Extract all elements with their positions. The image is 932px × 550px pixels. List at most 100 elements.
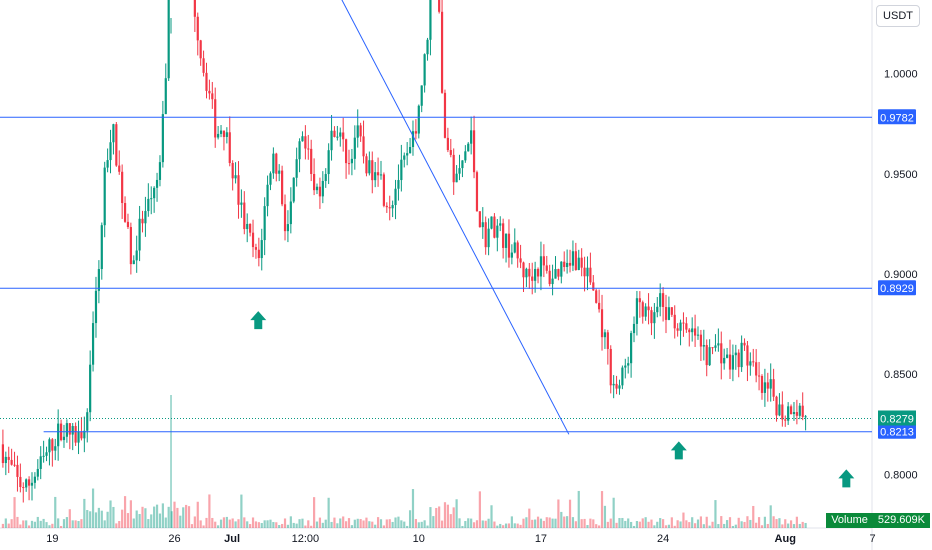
candle-body	[68, 423, 71, 435]
candle-body	[455, 173, 458, 183]
volume-bar	[467, 518, 470, 528]
candle-body	[577, 257, 580, 270]
candle-body	[714, 345, 717, 348]
candle-body	[615, 383, 618, 389]
arrow-up-icon	[838, 469, 855, 488]
x-tick-label: 7	[869, 533, 875, 545]
candle-body	[490, 216, 493, 229]
volume-bar	[376, 517, 380, 528]
volume-bar	[484, 520, 487, 528]
volume-bar	[792, 524, 796, 528]
volume-bar	[205, 517, 208, 528]
volume-bar	[691, 517, 694, 528]
candle-body	[641, 302, 644, 317]
volume-bar	[327, 497, 330, 528]
volume-bar	[682, 512, 685, 528]
candle-body	[563, 261, 566, 268]
volume-bar	[187, 506, 191, 528]
candle-body	[83, 430, 86, 439]
volume-bar	[324, 519, 327, 528]
candle-body	[493, 216, 496, 238]
volume-bar	[446, 504, 449, 528]
volume-bar	[362, 520, 365, 528]
volume-bar	[775, 519, 778, 528]
candle-body	[199, 40, 202, 59]
candle-body	[574, 251, 577, 270]
volume-bar	[51, 523, 54, 528]
candle-body	[426, 39, 429, 55]
volume-bar	[731, 525, 734, 528]
volume-bar	[516, 523, 519, 528]
candle-body	[45, 452, 48, 456]
candle-body	[400, 159, 403, 181]
candle-body	[673, 314, 676, 329]
volume-bar	[225, 516, 228, 528]
volume-bar	[679, 521, 682, 528]
candle-body	[516, 242, 519, 259]
volume-bar	[394, 517, 397, 528]
candle-body	[725, 354, 729, 358]
currency-selector-button[interactable]: USDT	[876, 5, 920, 27]
volume-bar	[499, 523, 502, 528]
candle-body	[222, 130, 226, 137]
candle-body	[775, 396, 778, 416]
volume-bar	[798, 523, 801, 528]
candle-body	[353, 137, 356, 159]
volume-bar	[333, 517, 336, 528]
candle-body	[109, 142, 112, 161]
candle-body	[281, 170, 284, 205]
volume-bar	[126, 513, 130, 528]
y-tick-label: 0.9000	[884, 269, 918, 281]
volume-bar	[86, 510, 89, 528]
volume-bar	[231, 518, 234, 528]
volume-bar	[801, 521, 804, 528]
candle-body	[246, 223, 249, 230]
volume-bar	[211, 517, 214, 528]
candle-body	[557, 269, 560, 277]
volume-bar	[641, 518, 644, 528]
candle-body	[763, 382, 766, 393]
volume-bar	[57, 518, 60, 528]
candle-body	[376, 172, 380, 176]
volume-bar	[595, 524, 598, 528]
volume-bar	[676, 520, 679, 528]
volume-bar	[443, 502, 447, 528]
price-level-label: 0.8929	[880, 283, 914, 295]
descending-trendline	[341, 0, 570, 435]
volume-bar	[755, 522, 758, 528]
candle-body	[676, 328, 679, 331]
volume-bar	[673, 525, 676, 528]
volume-bar	[298, 519, 301, 528]
volume-bar	[472, 522, 476, 528]
candle-body	[647, 306, 650, 311]
candle-body	[580, 257, 583, 268]
candle-body	[132, 260, 135, 265]
candle-body	[693, 328, 697, 336]
volume-bar	[475, 520, 479, 528]
candle-body	[670, 307, 673, 315]
volume-bar	[379, 519, 383, 528]
candle-body	[600, 309, 604, 338]
volume-bar	[504, 523, 508, 528]
volume-bar	[566, 516, 569, 528]
candle-body	[135, 250, 138, 261]
volume-bar	[10, 519, 13, 528]
volume-bar	[33, 521, 36, 528]
candle-body	[650, 310, 653, 324]
volume-bar	[336, 523, 339, 528]
volume-bar	[246, 521, 249, 528]
volume-bar	[167, 506, 170, 528]
volume-bar	[411, 489, 415, 528]
candle-body	[534, 268, 537, 281]
candle-body	[234, 175, 237, 179]
volume-bar	[240, 494, 243, 528]
candle-body	[243, 202, 246, 230]
volume-bar	[170, 511, 173, 528]
volume-bar	[728, 517, 732, 528]
candle-body	[71, 426, 74, 435]
volume-bar	[630, 521, 633, 528]
volume-bar	[310, 525, 313, 528]
volume-bar	[103, 520, 106, 528]
candle-body	[743, 342, 746, 346]
